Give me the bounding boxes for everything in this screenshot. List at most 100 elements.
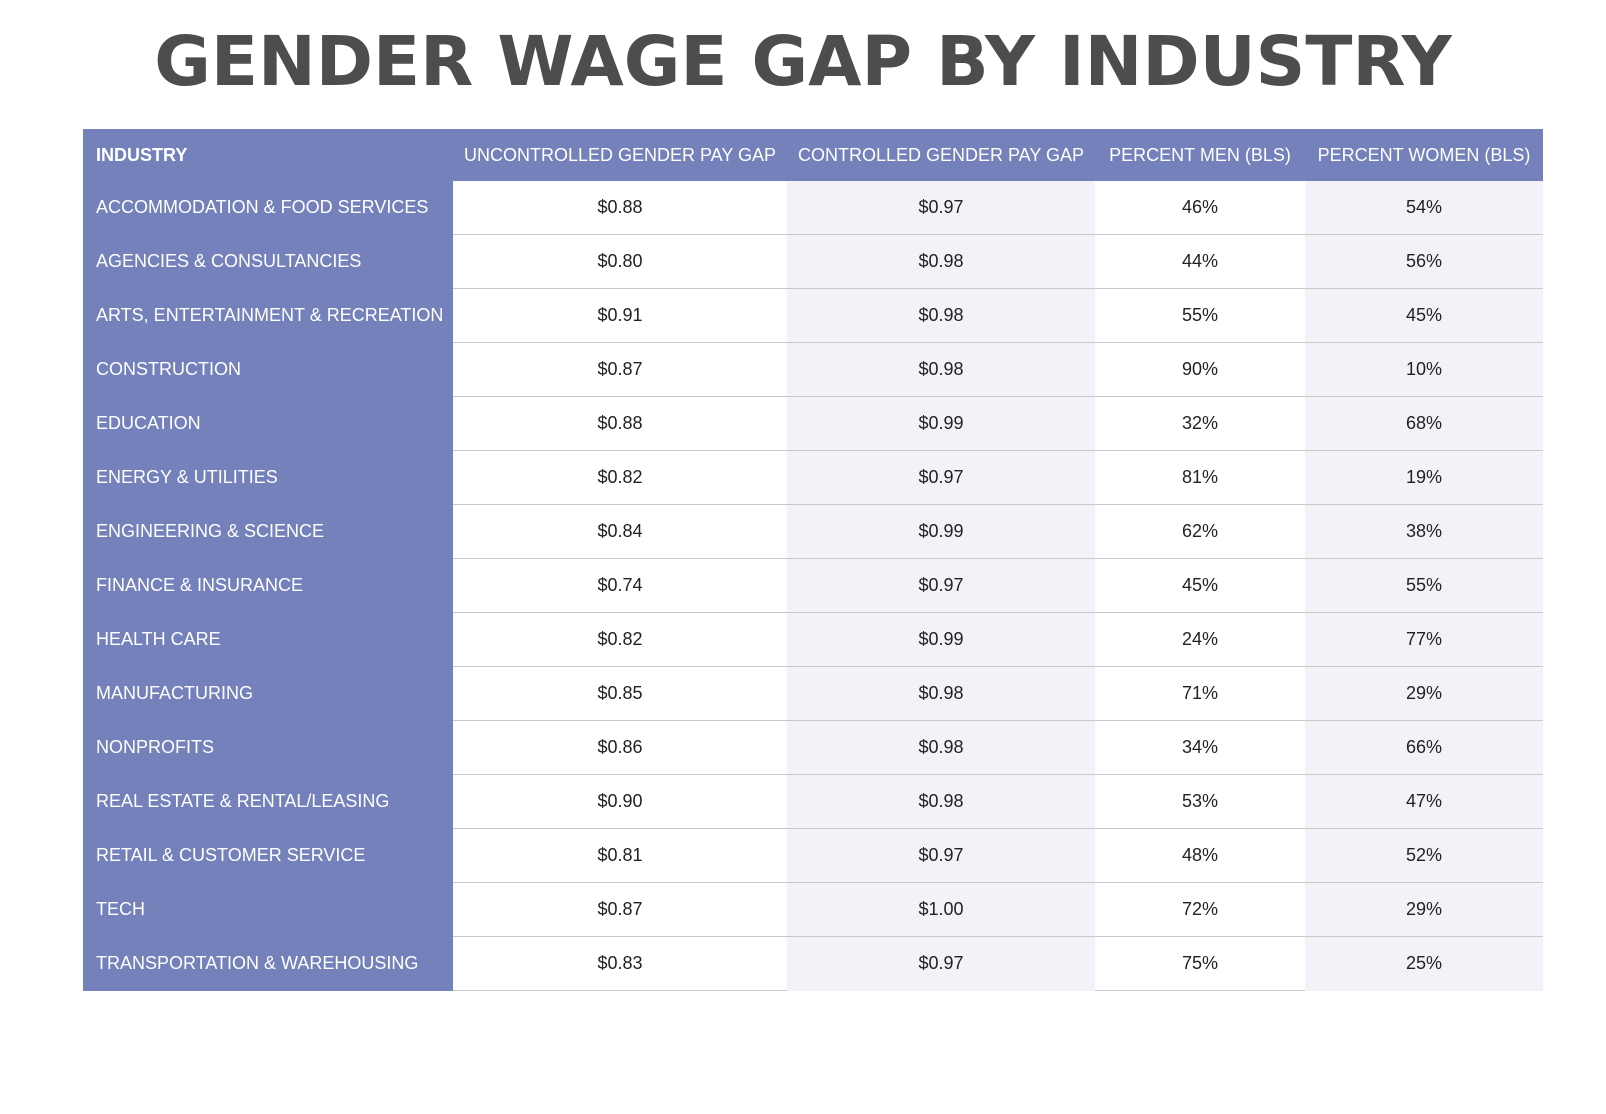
table-row: ARTS, ENTERTAINMENT & RECREATION $0.91 $0.… bbox=[83, 288, 1543, 343]
industry-cell: RETAIL & CUSTOMER SERVICE bbox=[83, 828, 453, 883]
percent-women-cell: 56% bbox=[1305, 234, 1543, 289]
uncontrolled-gap-cell: $0.85 bbox=[453, 666, 787, 721]
column-header-uncontrolled-gap: UNCONTROLLED GENDER PAY GAP bbox=[453, 129, 787, 181]
controlled-gap-cell: $1.00 bbox=[787, 882, 1095, 937]
wage-gap-table: INDUSTRY UNCONTROLLED GENDER PAY GAP CON… bbox=[83, 129, 1543, 991]
uncontrolled-gap-cell: $0.84 bbox=[453, 504, 787, 559]
percent-men-cell: 75% bbox=[1095, 936, 1305, 991]
header-row: INDUSTRY UNCONTROLLED GENDER PAY GAP CON… bbox=[83, 129, 1543, 181]
percent-men-cell: 48% bbox=[1095, 828, 1305, 883]
uncontrolled-gap-cell: $0.86 bbox=[453, 720, 787, 775]
uncontrolled-gap-cell: $0.82 bbox=[453, 612, 787, 667]
percent-men-cell: 72% bbox=[1095, 882, 1305, 937]
percent-women-cell: 19% bbox=[1305, 450, 1543, 505]
table-row: TECH $0.87 $1.00 72% 29% bbox=[83, 882, 1543, 937]
percent-men-cell: 81% bbox=[1095, 450, 1305, 505]
controlled-gap-cell: $0.97 bbox=[787, 558, 1095, 613]
industry-cell: ARTS, ENTERTAINMENT & RECREATION bbox=[83, 288, 453, 343]
percent-women-cell: 77% bbox=[1305, 612, 1543, 667]
percent-women-cell: 68% bbox=[1305, 396, 1543, 451]
percent-women-cell: 10% bbox=[1305, 342, 1543, 397]
percent-women-cell: 54% bbox=[1305, 181, 1543, 235]
table-row: EDUCATION $0.88 $0.99 32% 68% bbox=[83, 396, 1543, 451]
controlled-gap-cell: $0.98 bbox=[787, 288, 1095, 343]
column-header-controlled-gap: CONTROLLED GENDER PAY GAP bbox=[787, 129, 1095, 181]
table-row: HEALTH CARE $0.82 $0.99 24% 77% bbox=[83, 612, 1543, 667]
controlled-gap-cell: $0.97 bbox=[787, 181, 1095, 235]
controlled-gap-cell: $0.98 bbox=[787, 774, 1095, 829]
industry-cell: NONPROFITS bbox=[83, 720, 453, 775]
percent-women-cell: 55% bbox=[1305, 558, 1543, 613]
table-header: INDUSTRY UNCONTROLLED GENDER PAY GAP CON… bbox=[83, 129, 1543, 181]
percent-women-cell: 38% bbox=[1305, 504, 1543, 559]
uncontrolled-gap-cell: $0.82 bbox=[453, 450, 787, 505]
industry-cell: TRANSPORTATION & WAREHOUSING bbox=[83, 936, 453, 991]
uncontrolled-gap-cell: $0.88 bbox=[453, 396, 787, 451]
industry-cell: TECH bbox=[83, 882, 453, 937]
table-row: NONPROFITS $0.86 $0.98 34% 66% bbox=[83, 720, 1543, 775]
percent-men-cell: 46% bbox=[1095, 181, 1305, 235]
controlled-gap-cell: $0.99 bbox=[787, 612, 1095, 667]
percent-men-cell: 53% bbox=[1095, 774, 1305, 829]
percent-women-cell: 45% bbox=[1305, 288, 1543, 343]
percent-men-cell: 62% bbox=[1095, 504, 1305, 559]
table-row: FINANCE & INSURANCE $0.74 $0.97 45% 55% bbox=[83, 558, 1543, 613]
table-row: ENGINEERING & SCIENCE $0.84 $0.99 62% 38% bbox=[83, 504, 1543, 559]
percent-men-cell: 34% bbox=[1095, 720, 1305, 775]
industry-cell: EDUCATION bbox=[83, 396, 453, 451]
percent-men-cell: 55% bbox=[1095, 288, 1305, 343]
percent-women-cell: 52% bbox=[1305, 828, 1543, 883]
industry-cell: ENGINEERING & SCIENCE bbox=[83, 504, 453, 559]
industry-cell: AGENCIES & CONSULTANCIES bbox=[83, 234, 453, 289]
uncontrolled-gap-cell: $0.87 bbox=[453, 342, 787, 397]
controlled-gap-cell: $0.99 bbox=[787, 504, 1095, 559]
percent-women-cell: 29% bbox=[1305, 666, 1543, 721]
table-row: AGENCIES & CONSULTANCIES $0.80 $0.98 44% 56% bbox=[83, 234, 1543, 289]
industry-cell: HEALTH CARE bbox=[83, 612, 453, 667]
percent-women-cell: 66% bbox=[1305, 720, 1543, 775]
controlled-gap-cell: $0.98 bbox=[787, 720, 1095, 775]
industry-cell: MANUFACTURING bbox=[83, 666, 453, 721]
controlled-gap-cell: $0.98 bbox=[787, 234, 1095, 289]
industry-cell: CONSTRUCTION bbox=[83, 342, 453, 397]
industry-cell: ENERGY & UTILITIES bbox=[83, 450, 453, 505]
percent-men-cell: 71% bbox=[1095, 666, 1305, 721]
controlled-gap-cell: $0.98 bbox=[787, 666, 1095, 721]
uncontrolled-gap-cell: $0.81 bbox=[453, 828, 787, 883]
percent-men-cell: 45% bbox=[1095, 558, 1305, 613]
uncontrolled-gap-cell: $0.80 bbox=[453, 234, 787, 289]
percent-men-cell: 32% bbox=[1095, 396, 1305, 451]
table-row: ACCOMMODATION & FOOD SERVICES $0.88 $0.97 4… bbox=[83, 181, 1543, 235]
percent-women-cell: 25% bbox=[1305, 936, 1543, 991]
table-body: ACCOMMODATION & FOOD SERVICES $0.88 $0.97 4… bbox=[83, 181, 1543, 991]
controlled-gap-cell: $0.98 bbox=[787, 342, 1095, 397]
controlled-gap-cell: $0.99 bbox=[787, 396, 1095, 451]
percent-men-cell: 90% bbox=[1095, 342, 1305, 397]
percent-men-cell: 44% bbox=[1095, 234, 1305, 289]
column-header-percent-men: PERCENT MEN (BLS) bbox=[1095, 129, 1305, 181]
industry-cell: ACCOMMODATION & FOOD SERVICES bbox=[83, 181, 453, 235]
column-header-percent-women: PERCENT WOMEN (BLS) bbox=[1305, 129, 1543, 181]
column-header-industry: INDUSTRY bbox=[83, 129, 453, 181]
table-row: ENERGY & UTILITIES $0.82 $0.97 81% 19% bbox=[83, 450, 1543, 505]
percent-women-cell: 29% bbox=[1305, 882, 1543, 937]
table-row: REAL ESTATE & RENTAL/LEASING $0.90 $0.98 53… bbox=[83, 774, 1543, 829]
chart-title: GENDER WAGE GAP BY INDUSTRY bbox=[154, 22, 1452, 102]
industry-cell: FINANCE & INSURANCE bbox=[83, 558, 453, 613]
uncontrolled-gap-cell: $0.74 bbox=[453, 558, 787, 613]
uncontrolled-gap-cell: $0.88 bbox=[453, 181, 787, 235]
industry-cell: REAL ESTATE & RENTAL/LEASING bbox=[83, 774, 453, 829]
percent-women-cell: 47% bbox=[1305, 774, 1543, 829]
percent-men-cell: 24% bbox=[1095, 612, 1305, 667]
uncontrolled-gap-cell: $0.83 bbox=[453, 936, 787, 991]
controlled-gap-cell: $0.97 bbox=[787, 936, 1095, 991]
table-row: RETAIL & CUSTOMER SERVICE $0.81 $0.97 48% 52… bbox=[83, 828, 1543, 883]
uncontrolled-gap-cell: $0.90 bbox=[453, 774, 787, 829]
uncontrolled-gap-cell: $0.87 bbox=[453, 882, 787, 937]
table-row: TRANSPORTATION & WAREHOUSING $0.83 $0.97 75… bbox=[83, 936, 1543, 991]
uncontrolled-gap-cell: $0.91 bbox=[453, 288, 787, 343]
table-row: MANUFACTURING $0.85 $0.98 71% 29% bbox=[83, 666, 1543, 721]
controlled-gap-cell: $0.97 bbox=[787, 828, 1095, 883]
controlled-gap-cell: $0.97 bbox=[787, 450, 1095, 505]
table-row: CONSTRUCTION $0.87 $0.98 90% 10% bbox=[83, 342, 1543, 397]
